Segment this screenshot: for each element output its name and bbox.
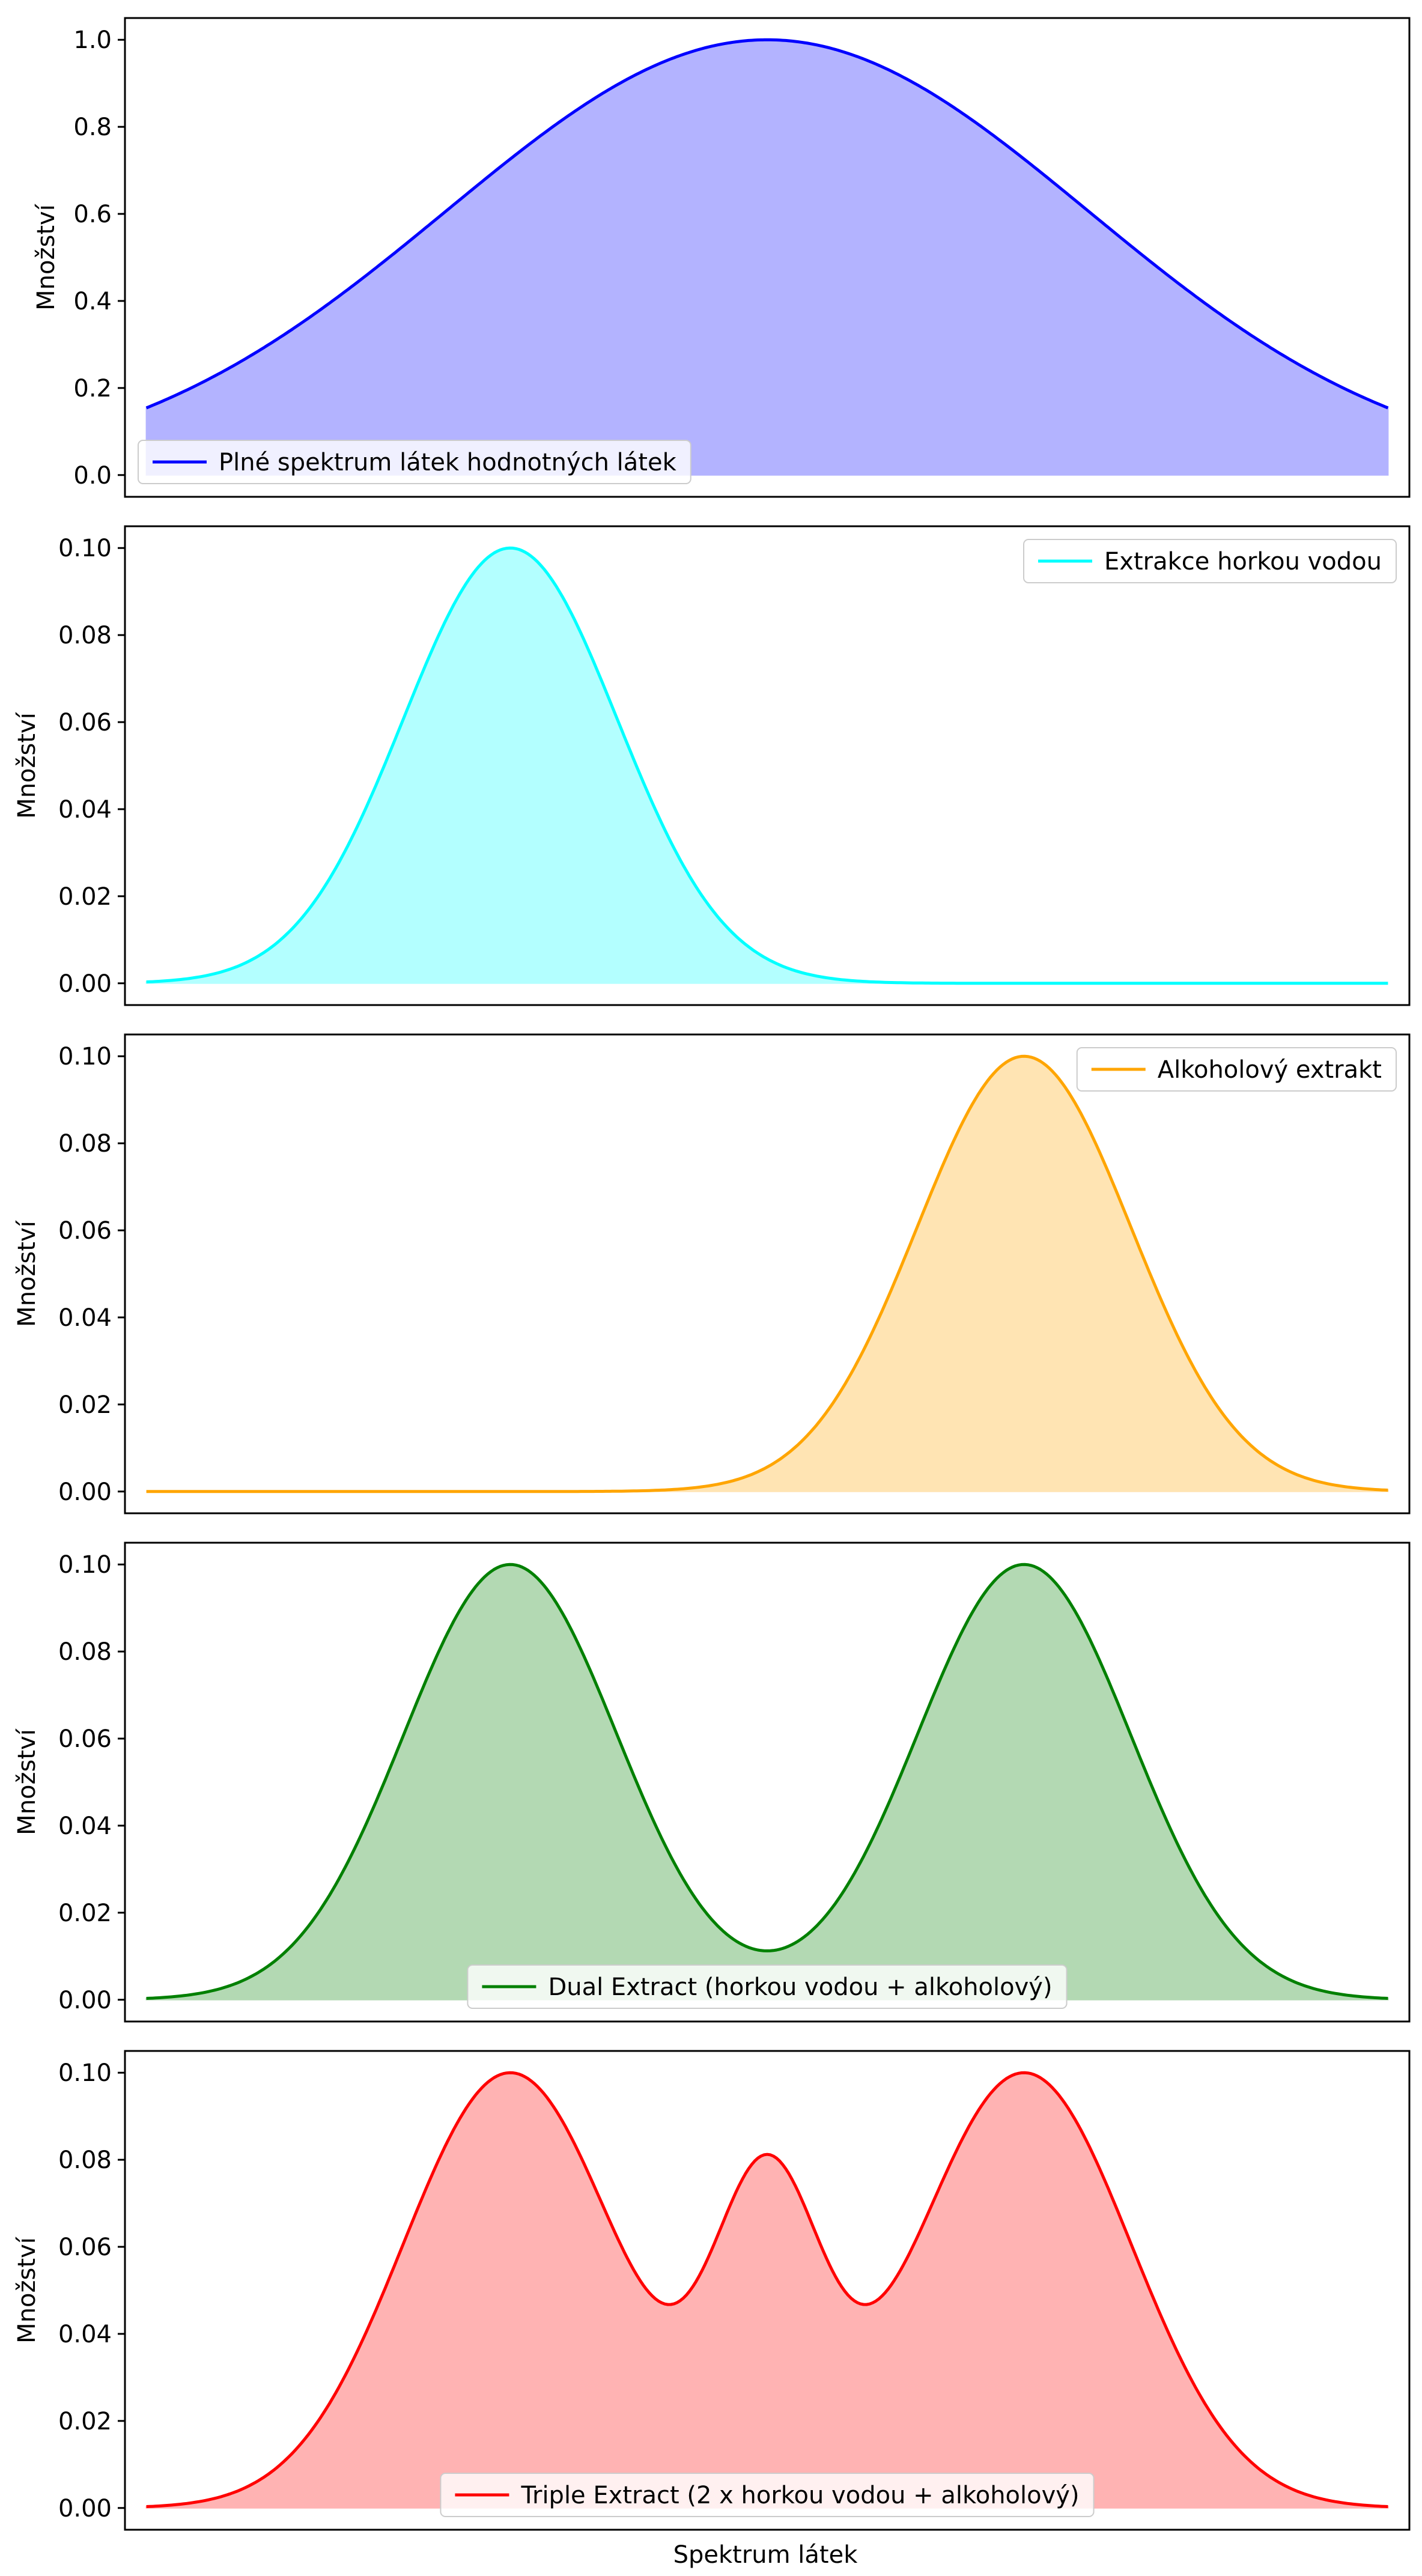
axes-frame [124,525,1411,1006]
series-line [146,2071,1388,2508]
y-tick-label: 0.08 [58,1130,112,1158]
y-tick-label: 0.00 [58,1478,112,1506]
y-axis-label: Množství [13,711,41,819]
y-tick-label: 0.08 [58,622,112,649]
legend-box [1023,539,1397,583]
legend: Alkoholový extrakt [1076,1047,1397,1092]
y-tick-label: 0.02 [58,2408,112,2435]
y-tick-label: 0.06 [58,1725,112,1753]
y-tick-label: 0.02 [58,1391,112,1419]
legend: Plné spektrum látek hodnotných látek [138,440,691,484]
y-tick-label: 0.00 [58,1987,112,2014]
y-tick-label: 0.04 [58,796,112,824]
panel-2: 0.00 0.02 0.04 0.06 0.08 0.10 Množství Extrakce… [13,525,1411,1006]
legend-label: Alkoholový extrakt [1158,1056,1382,1084]
y-tick-label: 0.02 [58,1900,112,1927]
y-tick-label: 0.06 [58,2234,112,2261]
y-tick-label: 0.02 [58,883,112,911]
y-tick-label: 0.00 [58,970,112,998]
y-tick-label: 0.10 [58,535,112,562]
legend-box [440,2473,1095,2517]
legend: Extrakce horkou vodou [1023,539,1397,583]
series-line [146,546,1388,985]
legend-label: Triple Extract (2 x horkou vodou + alkoh… [520,2482,1079,2509]
panel-4: 0.00 0.02 0.04 0.06 0.08 0.10 Množství Dual Ext… [13,1542,1411,2023]
legend: Triple Extract (2 x horkou vodou + alkoh… [440,2473,1095,2517]
y-tick-label: 0.04 [58,1304,112,1332]
y-tick-label: 0.04 [58,2321,112,2348]
y-tick-label: 0.8 [73,114,112,141]
series-line [146,1054,1388,1493]
legend-label: Plné spektrum látek hodnotných látek [219,449,677,476]
y-tick-label: 0.2 [73,375,112,402]
axes-frame [124,2050,1411,2531]
axes-frame [124,1542,1411,2023]
y-tick-label: 0.04 [58,1812,112,1840]
legend-label: Dual Extract (horkou vodou + alkoholový) [548,1973,1052,2001]
figure-xlabel: Spektrum látek [673,2541,858,2569]
y-tick-label: 0.0 [73,462,112,490]
series-line [145,38,1389,410]
legend-box [138,440,691,484]
panel-5: 0.00 0.02 0.04 0.06 0.08 0.10 Množství Triple E… [13,2050,1411,2531]
panel-1: 0.0 0.2 0.4 0.6 0.8 1.0 Množství Plné spektrum … [32,17,1411,498]
y-tick-label: 1.0 [73,26,112,54]
legend-box [467,1964,1068,2009]
series-line [146,1563,1388,2000]
y-axis-label: Množství [13,2236,41,2344]
y-axis-label: Množství [13,1220,41,1327]
y-tick-label: 0.08 [58,2146,112,2174]
y-axis-label: Množství [13,1728,41,1835]
y-axis-label: Množství [32,203,60,311]
y-tick-label: 0.10 [58,1043,112,1071]
axes-frame [124,17,1411,498]
axes-frame [124,1033,1411,1514]
y-tick-label: 0.10 [58,2059,112,2087]
legend-box [1076,1047,1397,1092]
y-tick-label: 0.10 [58,1551,112,1579]
panel-3: 0.00 0.02 0.04 0.06 0.08 0.10 Množství Alkoholo… [13,1033,1411,1514]
y-tick-label: 0.00 [58,2495,112,2523]
legend: Dual Extract (horkou vodou + alkoholový) [467,1964,1068,2009]
y-tick-label: 0.4 [73,288,112,315]
y-tick-label: 0.6 [73,201,112,228]
y-tick-label: 0.06 [58,1217,112,1245]
y-tick-label: 0.08 [58,1638,112,1666]
y-tick-label: 0.06 [58,709,112,737]
legend-label: Extrakce horkou vodou [1104,548,1382,576]
